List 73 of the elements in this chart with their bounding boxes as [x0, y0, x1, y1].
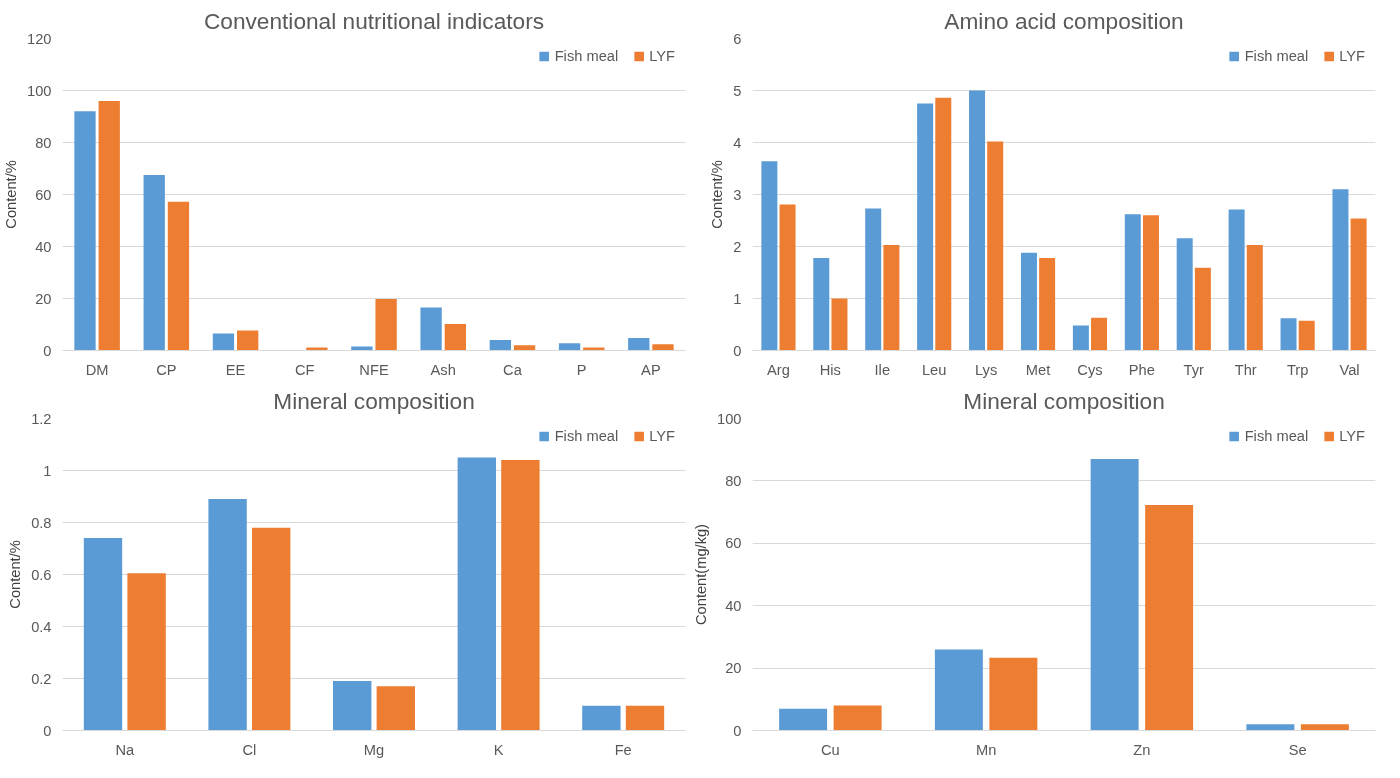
x-tick-label: Zn: [1133, 741, 1151, 758]
x-tick-label: Mn: [975, 741, 997, 758]
x-tick-label: Cys: [1077, 361, 1103, 378]
x-tick-label: Tyr: [1183, 361, 1205, 378]
x-tick-label: Trp: [1286, 361, 1309, 378]
y-axis-title: Content/%: [709, 160, 726, 229]
x-tick-label: Ile: [874, 361, 891, 378]
y-tick-label: 0: [43, 722, 52, 739]
x-tick-label: CP: [156, 361, 177, 378]
chart-title: Amino acid composition: [944, 7, 1184, 34]
x-tick-label: Ash: [430, 361, 456, 378]
y-tick-label: 6: [733, 30, 742, 47]
legend-label: Fish meal: [554, 48, 619, 64]
y-tick-label: 60: [35, 186, 52, 203]
y-tick-label: 40: [725, 597, 742, 614]
y-tick-label: 80: [35, 134, 52, 151]
legend-label: Fish meal: [554, 428, 619, 444]
x-tick-label: Ca: [503, 361, 523, 378]
x-tick-label: Thr: [1234, 361, 1257, 378]
x-tick-label: Arg: [767, 361, 790, 378]
y-tick-label: 0: [43, 342, 52, 359]
x-tick-label: Mg: [363, 741, 385, 758]
legend-label: LYF: [649, 48, 675, 64]
y-tick-label: 80: [725, 472, 742, 489]
x-tick-label: Fe: [614, 741, 632, 758]
x-tick-label: Cu: [821, 741, 840, 758]
legend-label: LYF: [1339, 48, 1365, 64]
x-tick-label: His: [819, 361, 841, 378]
y-tick-label: 1: [43, 462, 52, 479]
y-tick-label: 100: [717, 410, 742, 427]
y-tick-label: 4: [733, 134, 742, 151]
x-tick-label: Cl: [242, 741, 257, 758]
y-tick-label: 0.2: [31, 670, 52, 687]
y-tick-label: 0: [733, 722, 742, 739]
y-tick-label: 0.6: [31, 566, 52, 583]
legend-label: Fish meal: [1244, 48, 1309, 64]
x-tick-label: P: [576, 361, 587, 378]
legend-label: Fish meal: [1244, 428, 1309, 444]
x-tick-label: Phe: [1128, 361, 1155, 378]
y-tick-label: 0.8: [31, 514, 52, 531]
y-tick-label: 3: [733, 186, 742, 203]
x-tick-label: Val: [1339, 361, 1360, 378]
y-tick-label: 1.2: [31, 410, 52, 427]
y-tick-label: 120: [27, 30, 52, 47]
y-tick-label: 0: [733, 342, 742, 359]
chart-title: Mineral composition: [963, 387, 1165, 414]
x-tick-label: Na: [115, 741, 136, 758]
chart-title: Mineral composition: [273, 387, 475, 414]
legend-label: LYF: [649, 428, 675, 444]
x-tick-label: Met: [1025, 361, 1051, 378]
x-tick-label: AP: [641, 361, 661, 378]
x-tick-label: NFE: [359, 361, 389, 378]
y-tick-label: 0.4: [31, 618, 52, 635]
y-tick-label: 2: [733, 238, 742, 255]
y-tick-label: 60: [725, 535, 742, 552]
y-tick-label: 20: [35, 290, 52, 307]
y-tick-label: 100: [27, 82, 52, 99]
legend-label: LYF: [1339, 428, 1365, 444]
x-tick-label: CF: [295, 361, 315, 378]
y-axis-title: Content(mg/kg): [693, 523, 710, 625]
y-axis-title: Content/%: [3, 160, 20, 229]
x-tick-label: K: [493, 741, 504, 758]
x-tick-label: Leu: [921, 361, 947, 378]
chart-title: Conventional nutritional indicators: [203, 7, 545, 34]
x-tick-label: Lys: [974, 361, 998, 378]
y-axis-title: Content/%: [7, 540, 24, 609]
y-tick-label: 20: [725, 660, 742, 677]
y-tick-label: 1: [733, 290, 742, 307]
x-tick-label: Se: [1288, 741, 1307, 758]
y-tick-label: 40: [35, 238, 52, 255]
y-tick-label: 5: [733, 82, 742, 99]
x-tick-label: EE: [225, 361, 246, 378]
x-tick-label: DM: [85, 361, 109, 378]
